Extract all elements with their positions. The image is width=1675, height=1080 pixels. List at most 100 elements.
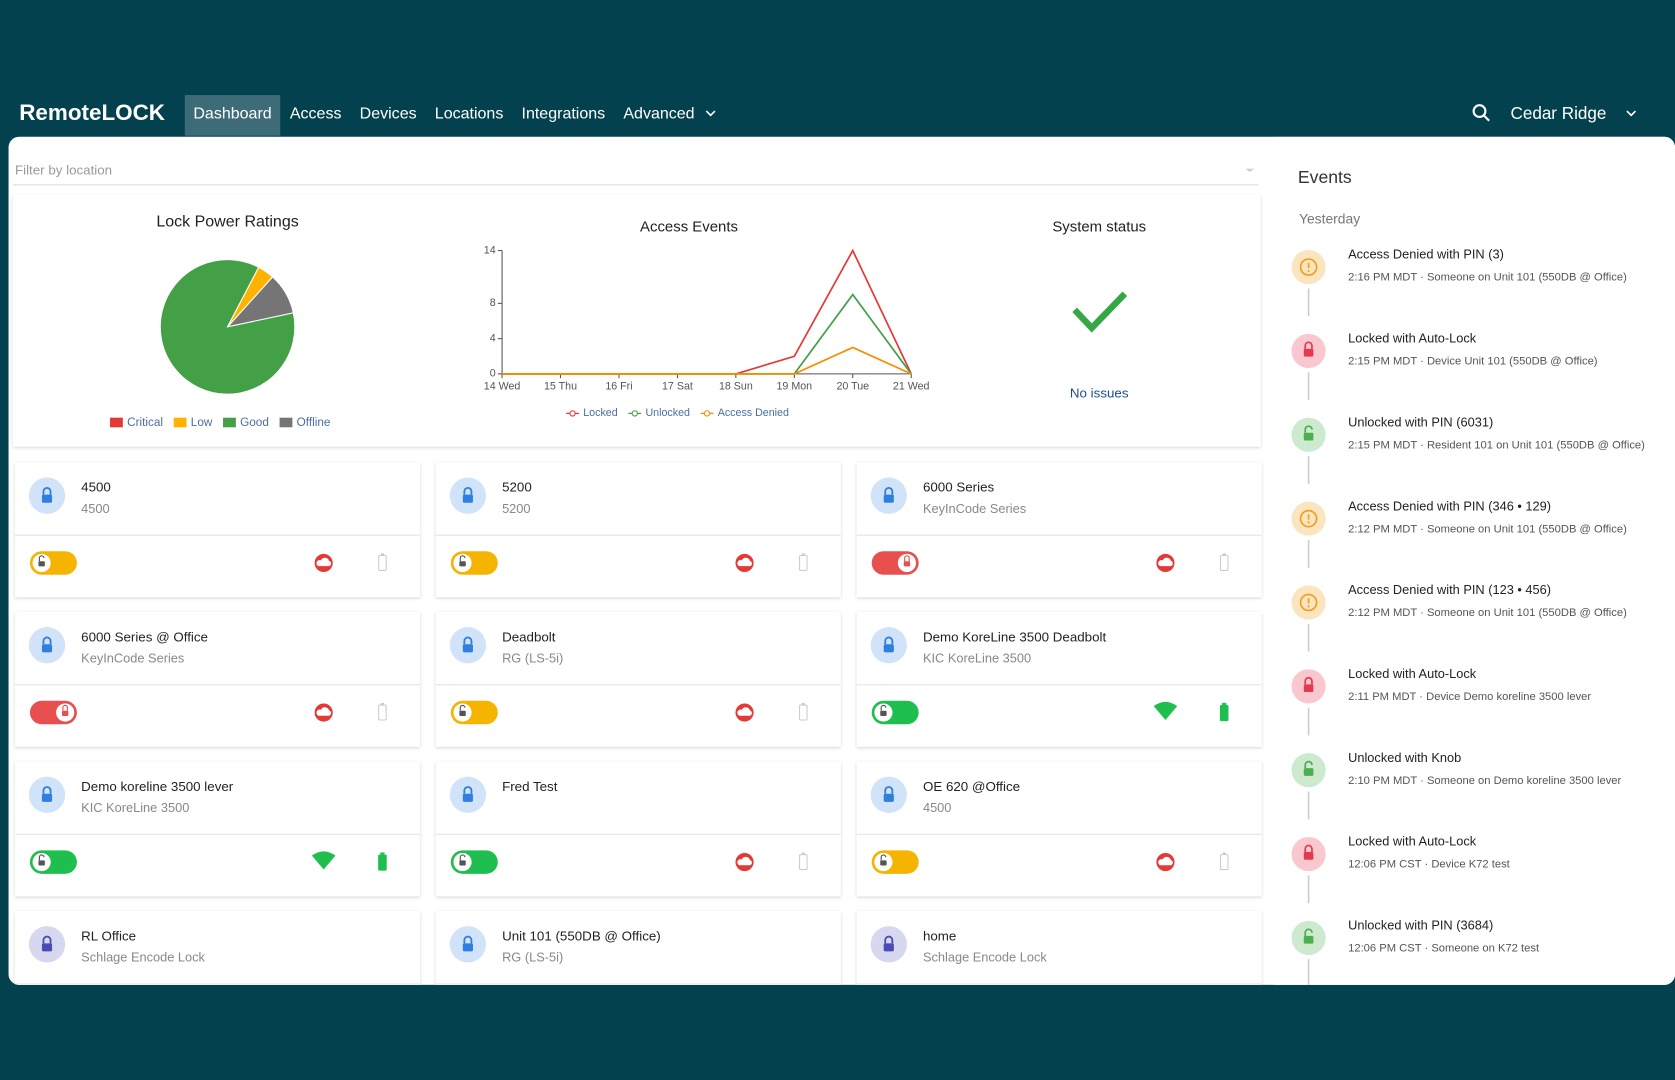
lock-body xyxy=(462,644,473,653)
nav-item[interactable]: Advanced xyxy=(615,95,716,136)
lock-shackle xyxy=(42,935,52,944)
legend-label[interactable]: Low xyxy=(191,416,213,429)
lock-shackle xyxy=(459,704,466,711)
event-item[interactable]: Locked with Auto-Lock 12:06 PM CST · Devi… xyxy=(1291,834,1511,872)
device-card[interactable]: Unit 101 (550DB @ Office) RG (LS-5i) xyxy=(435,911,841,1046)
lock-body xyxy=(462,943,473,952)
legend-label[interactable]: Offline xyxy=(297,416,331,429)
event-title: Locked with Auto-Lock xyxy=(1348,331,1477,346)
lock-shackle xyxy=(884,786,894,794)
device-model: 4500 xyxy=(923,800,951,815)
lock-body xyxy=(1303,348,1314,357)
device-card[interactable]: Fred Test xyxy=(435,761,841,897)
event-title: Unlocked with PIN (6031) xyxy=(1348,414,1493,429)
lock-shackle xyxy=(42,636,52,645)
nav-label[interactable]: Devices xyxy=(360,105,417,123)
nav-label[interactable]: Access xyxy=(290,105,342,123)
chart-title: Lock Power Ratings xyxy=(156,212,298,230)
card-bg xyxy=(856,462,1262,598)
y-tick-label: 4 xyxy=(490,332,496,344)
event-title: Access Denied with PIN (3) xyxy=(1348,247,1504,262)
chart-title: Access Events xyxy=(640,218,738,235)
event-title: Locked with Auto-Lock xyxy=(1348,834,1477,849)
card-bg xyxy=(435,612,841,747)
device-model: KeyInCode Series xyxy=(923,501,1026,516)
y-tick-label: 0 xyxy=(490,368,496,380)
legend-dot xyxy=(631,410,638,417)
device-name: Deadbolt xyxy=(502,629,556,644)
device-card[interactable]: 5200 5200 xyxy=(435,462,841,598)
account-name[interactable]: Cedar Ridge xyxy=(1510,104,1606,123)
nav-chevron xyxy=(705,110,716,117)
event-item[interactable]: Unlocked with PIN (3684) 12:06 PM CST · S… xyxy=(1291,918,1540,956)
nav-item[interactable]: Dashboard xyxy=(184,95,281,136)
legend-label[interactable]: Good xyxy=(240,416,269,429)
nav-item[interactable]: Integrations xyxy=(513,95,614,136)
event-item[interactable]: Locked with Auto-Lock 2:15 PM MDT · Devic… xyxy=(1291,331,1598,369)
nav-item[interactable]: Devices xyxy=(351,95,425,136)
card-bg xyxy=(14,761,420,897)
event-detail: 2:11 PM MDT · Device Demo koreline 3500 … xyxy=(1348,691,1591,703)
nav-label[interactable]: Dashboard xyxy=(193,105,271,123)
cloud-shape xyxy=(737,707,752,716)
search-icon-handle xyxy=(1483,114,1490,122)
x-tick-label: 14 Wed xyxy=(484,381,521,393)
event-item[interactable]: Access Denied with PIN (346 • 129) 2:12 P… xyxy=(1291,498,1628,536)
device-card[interactable]: home Schlage Encode Lock xyxy=(856,911,1262,1046)
battery-cap xyxy=(1222,553,1226,556)
device-card[interactable]: OE 620 @Office 4500 xyxy=(856,761,1262,897)
lock-body xyxy=(880,710,887,716)
card-bg xyxy=(435,761,841,897)
card-bg xyxy=(856,911,1262,985)
legend-swatch xyxy=(173,417,187,428)
nav-label[interactable]: Locations xyxy=(435,105,504,123)
legend-label[interactable]: Locked xyxy=(583,407,617,419)
device-card[interactable]: 6000 Series KeyInCode Series xyxy=(856,462,1262,598)
nav-item[interactable]: Locations xyxy=(426,95,512,136)
lock-body xyxy=(883,494,894,503)
event-detail: 12:06 PM CST · Device K72 test xyxy=(1348,859,1511,871)
warning-icon xyxy=(1299,258,1318,276)
device-name: 5200 xyxy=(502,480,532,495)
event-title: Access Denied with PIN (123 • 456) xyxy=(1348,582,1551,597)
lock-body xyxy=(1303,432,1314,441)
device-name: OE 620 @Office xyxy=(923,779,1020,794)
lock-body xyxy=(903,561,911,567)
card-bg xyxy=(435,462,841,598)
lock-shackle xyxy=(1304,928,1313,936)
device-card[interactable]: 4500 4500 xyxy=(14,462,420,598)
filter-input[interactable]: Filter by location xyxy=(15,162,112,177)
device-card[interactable]: Demo KoreLine 3500 Deadbolt KIC KoreLine … xyxy=(856,612,1262,747)
lock-body xyxy=(41,494,53,503)
event-detail: 2:15 PM MDT · Resident 101 on Unit 101 (… xyxy=(1348,439,1645,451)
device-card[interactable]: Demo koreline 3500 lever KIC KoreLine 350… xyxy=(14,761,420,897)
event-item[interactable]: Access Denied with PIN (123 • 456) 2:12 P… xyxy=(1291,582,1628,620)
legend-label[interactable]: Access Denied xyxy=(718,407,789,419)
device-card[interactable]: 6000 Series @ Office KeyInCode Series xyxy=(14,612,420,747)
card-bg xyxy=(856,612,1262,747)
nav-label[interactable]: Integrations xyxy=(522,105,606,123)
event-title: Access Denied with PIN (346 • 129) xyxy=(1348,498,1551,513)
legend-label[interactable]: Unlocked xyxy=(645,407,690,419)
nav-label[interactable]: Advanced xyxy=(623,105,694,123)
device-card[interactable]: RL Office Schlage Encode Lock xyxy=(14,911,420,1046)
warning-dot xyxy=(1307,269,1310,272)
panel-content: Filter by location Lock Power Ratings Crit… xyxy=(12,136,1675,1046)
legend-swatch xyxy=(110,417,123,428)
battery-cap xyxy=(1222,702,1227,706)
event-item[interactable]: Locked with Auto-Lock 2:11 PM MDT · Devic… xyxy=(1291,666,1592,704)
event-item[interactable]: Unlocked with Knob 2:10 PM MDT · Someone … xyxy=(1291,750,1622,788)
lock-body xyxy=(1303,852,1314,860)
event-item[interactable]: Access Denied with PIN (3) 2:16 PM MDT · … xyxy=(1291,247,1628,285)
x-tick-label: 21 Wed xyxy=(893,381,930,393)
lock-shackle xyxy=(463,487,473,495)
status-title: System status xyxy=(1052,218,1146,235)
search-icon[interactable] xyxy=(1472,104,1487,119)
battery-cap xyxy=(380,553,385,556)
event-item[interactable]: Unlocked with PIN (6031) 2:15 PM MDT · Re… xyxy=(1291,414,1646,452)
legend-label[interactable]: Critical xyxy=(127,416,163,429)
device-card[interactable]: Deadbolt RG (LS-5i) xyxy=(435,612,841,747)
event-title: Unlocked with Knob xyxy=(1348,750,1461,765)
nav-item[interactable]: Access xyxy=(281,95,350,136)
